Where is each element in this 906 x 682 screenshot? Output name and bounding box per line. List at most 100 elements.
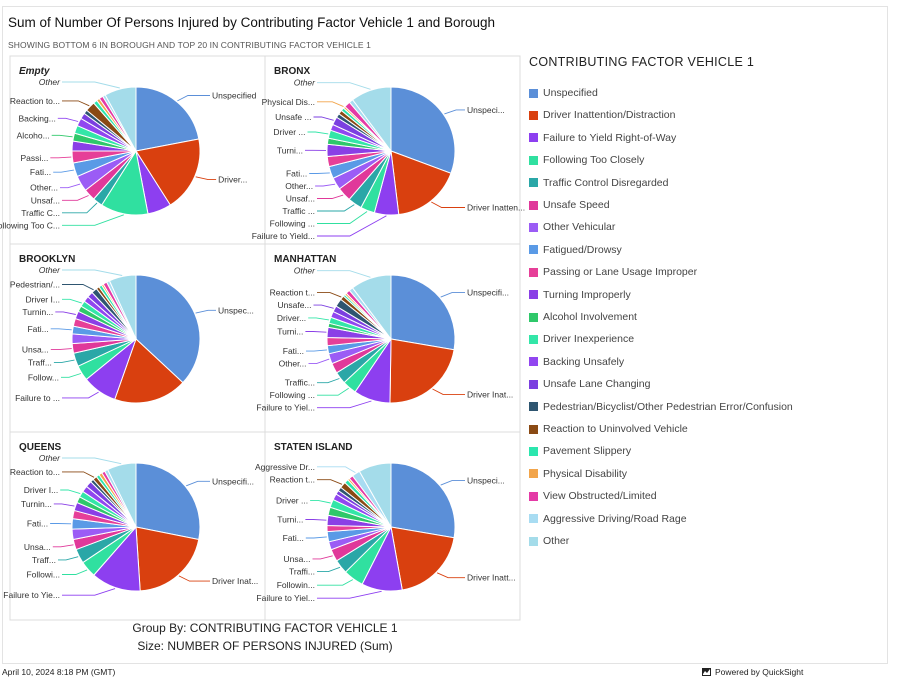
pie-slice-driver-inattention-distraction[interactable] — [114, 338, 184, 404]
pie-slice-other[interactable] — [107, 462, 137, 528]
slice-label-unspecified: Unspecifi... — [467, 288, 509, 298]
slice-label-fatigued-drowsy: Fati... — [27, 518, 48, 528]
leader-line — [50, 328, 72, 331]
pie-slice-other[interactable] — [351, 86, 392, 153]
legend-item-passing-or-lane-usage-improper[interactable]: Passing or Lane Usage Improper — [529, 265, 697, 279]
slice-label-driver-inexperience: Driver ... — [276, 495, 308, 505]
legend-item-fatigued-drowsy[interactable]: Fatigued/Drowsy — [529, 243, 622, 257]
slice-label-reaction-to-uninvolved-vehicle: Reaction t... — [270, 288, 315, 298]
leader-line — [55, 311, 76, 315]
leader-line — [186, 480, 210, 487]
slice-label-driver-inattention-distraction: Driver Inatten... — [467, 203, 525, 213]
pie-slice-driver-inattention-distraction[interactable] — [135, 526, 200, 592]
slice-label-reaction-to-uninvolved-vehicle: Reaction to... — [10, 467, 60, 477]
legend-item-backing-unsafely[interactable]: Backing Unsafely — [529, 355, 624, 369]
legend-label: Passing or Lane Usage Improper — [543, 266, 698, 279]
legend-label: Fatigued/Drowsy — [543, 243, 622, 256]
pie-slice-unspecified[interactable] — [390, 462, 456, 539]
leader-line — [307, 131, 329, 135]
pie-slice-driver-inattention-distraction[interactable] — [389, 338, 455, 404]
leader-line — [317, 194, 344, 199]
slice-label-failure-to-yield-right-of-way: Failure to Yiel... — [256, 403, 315, 413]
slice-label-fatigued-drowsy: Fati... — [286, 169, 307, 179]
slice-label-turning-improperly: Turnin... — [22, 307, 53, 317]
legend-item-other-vehicular[interactable]: Other Vehicular — [529, 220, 615, 234]
legend-item-following-too-closely[interactable]: Following Too Closely — [529, 153, 644, 167]
legend-item-other[interactable]: Other — [529, 534, 569, 548]
leader-line — [57, 117, 79, 122]
slice-label-fatigued-drowsy: Fati... — [27, 324, 48, 334]
legend-item-traffic-control-disregarded[interactable]: Traffic Control Disregarded — [529, 176, 668, 190]
slice-label-traffic-control-disregarded: Traffi... — [289, 567, 315, 577]
leader-line — [440, 480, 465, 486]
footer-date: April 10, 2024 8:18 PM (GMT) — [2, 667, 116, 677]
legend-item-reaction-to-uninvolved-vehicle[interactable]: Reaction to Uninvolved Vehicle — [529, 422, 688, 436]
legend-item-aggressive-driving-road-rage[interactable]: Aggressive Driving/Road Rage — [529, 512, 687, 526]
pie-slice-other[interactable] — [351, 274, 392, 341]
legend-item-turning-improperly[interactable]: Turning Improperly — [529, 288, 631, 302]
legend-item-unsafe-lane-changing[interactable]: Unsafe Lane Changing — [529, 377, 650, 391]
pie-slice-unspecified[interactable] — [390, 274, 456, 351]
slice-label-following-too-closely: Followin... — [277, 580, 315, 590]
slice-label-driver-inattention-distraction: Driver... — [218, 175, 247, 185]
legend-item-driver-inexperience[interactable]: Driver Inexperience — [529, 332, 634, 346]
slice-label-following-too-closely: Followi... — [26, 569, 60, 579]
leader-line — [60, 489, 81, 495]
legend-swatch — [529, 290, 538, 300]
leader-line — [310, 499, 331, 504]
pie-slice-other[interactable] — [104, 86, 137, 152]
slice-label-traffic-control-disregarded: Traff... — [28, 357, 52, 367]
leader-line — [317, 579, 354, 586]
leader-line — [317, 400, 372, 409]
legend-item-unspecified[interactable]: Unspecified — [529, 86, 598, 100]
pie-slice-unspecified[interactable] — [135, 462, 201, 541]
leader-line — [53, 359, 75, 363]
leader-line — [317, 292, 342, 298]
legend-item-pedestrian-bicyclist-other-pedestrian-error-confusion[interactable]: Pedestrian/Bicyclist/Other Pedestrian Er… — [529, 400, 793, 414]
legend-item-pavement-slippery[interactable]: Pavement Slippery — [529, 444, 631, 458]
leader-line — [62, 391, 99, 399]
leader-line — [51, 134, 73, 138]
leader-line — [317, 378, 340, 384]
leader-line — [315, 183, 336, 187]
group-by-caption: Group By: CONTRIBUTING FACTOR VEHICLE 1 — [132, 621, 398, 635]
pie-slice-unspecified[interactable] — [390, 86, 456, 174]
leader-line — [317, 204, 355, 212]
legend-item-view-obstructed-limited[interactable]: View Obstructed/Limited — [529, 489, 657, 503]
leader-line — [436, 572, 465, 579]
legend-item-driver-inattention-distraction[interactable]: Driver Inattention/Distraction — [529, 108, 675, 122]
pie-slice-other[interactable] — [358, 462, 392, 529]
powered-by[interactable]: Powered by QuickSight — [702, 667, 803, 677]
legend-item-physical-disability[interactable]: Physical Disability — [529, 467, 627, 481]
leader-line — [313, 304, 334, 309]
slice-label-following-too-closely: Following Too C... — [0, 220, 60, 230]
legend-label: Following Too Closely — [543, 154, 645, 167]
slice-label-backing-unsafely: Backing... — [19, 113, 56, 123]
leader-line — [195, 176, 217, 181]
pie-slice-unspecified[interactable] — [135, 274, 201, 384]
slice-label-failure-to-yield-right-of-way: Failure to Yield... — [252, 231, 315, 241]
slice-label-reaction-to-uninvolved-vehicle: Reaction to... — [10, 96, 60, 106]
pie-slice-driver-inattention-distraction[interactable] — [390, 150, 452, 216]
slice-label-following-too-closely: Following ... — [270, 390, 315, 400]
leader-line — [317, 211, 368, 224]
legend-item-alcohol-involvement[interactable]: Alcohol Involvement — [529, 310, 637, 324]
leader-line — [60, 183, 81, 189]
legend-swatch — [529, 424, 538, 434]
pie-slice-driver-inattention-distraction[interactable] — [135, 138, 201, 206]
legend-swatch — [529, 222, 538, 232]
legend-item-failure-to-yield-right-of-way[interactable]: Failure to Yield Right-of-Way — [529, 131, 676, 145]
legend-swatch — [529, 469, 538, 479]
slice-label-other: Other — [294, 266, 316, 276]
legend-swatch — [529, 536, 538, 546]
leader-line — [317, 270, 371, 278]
slice-label-other-vehicular: Other... — [285, 181, 313, 191]
leader-line — [62, 202, 98, 214]
pie-slice-driver-inattention-distraction[interactable] — [390, 526, 455, 591]
legend-item-unsafe-speed[interactable]: Unsafe Speed — [529, 198, 610, 212]
leader-line — [53, 169, 74, 173]
pie-slice-unspecified[interactable] — [135, 86, 200, 152]
pie-slice-other[interactable] — [108, 274, 137, 340]
slice-label-unspecified: Unspecified — [212, 91, 257, 101]
leader-line — [305, 519, 327, 521]
